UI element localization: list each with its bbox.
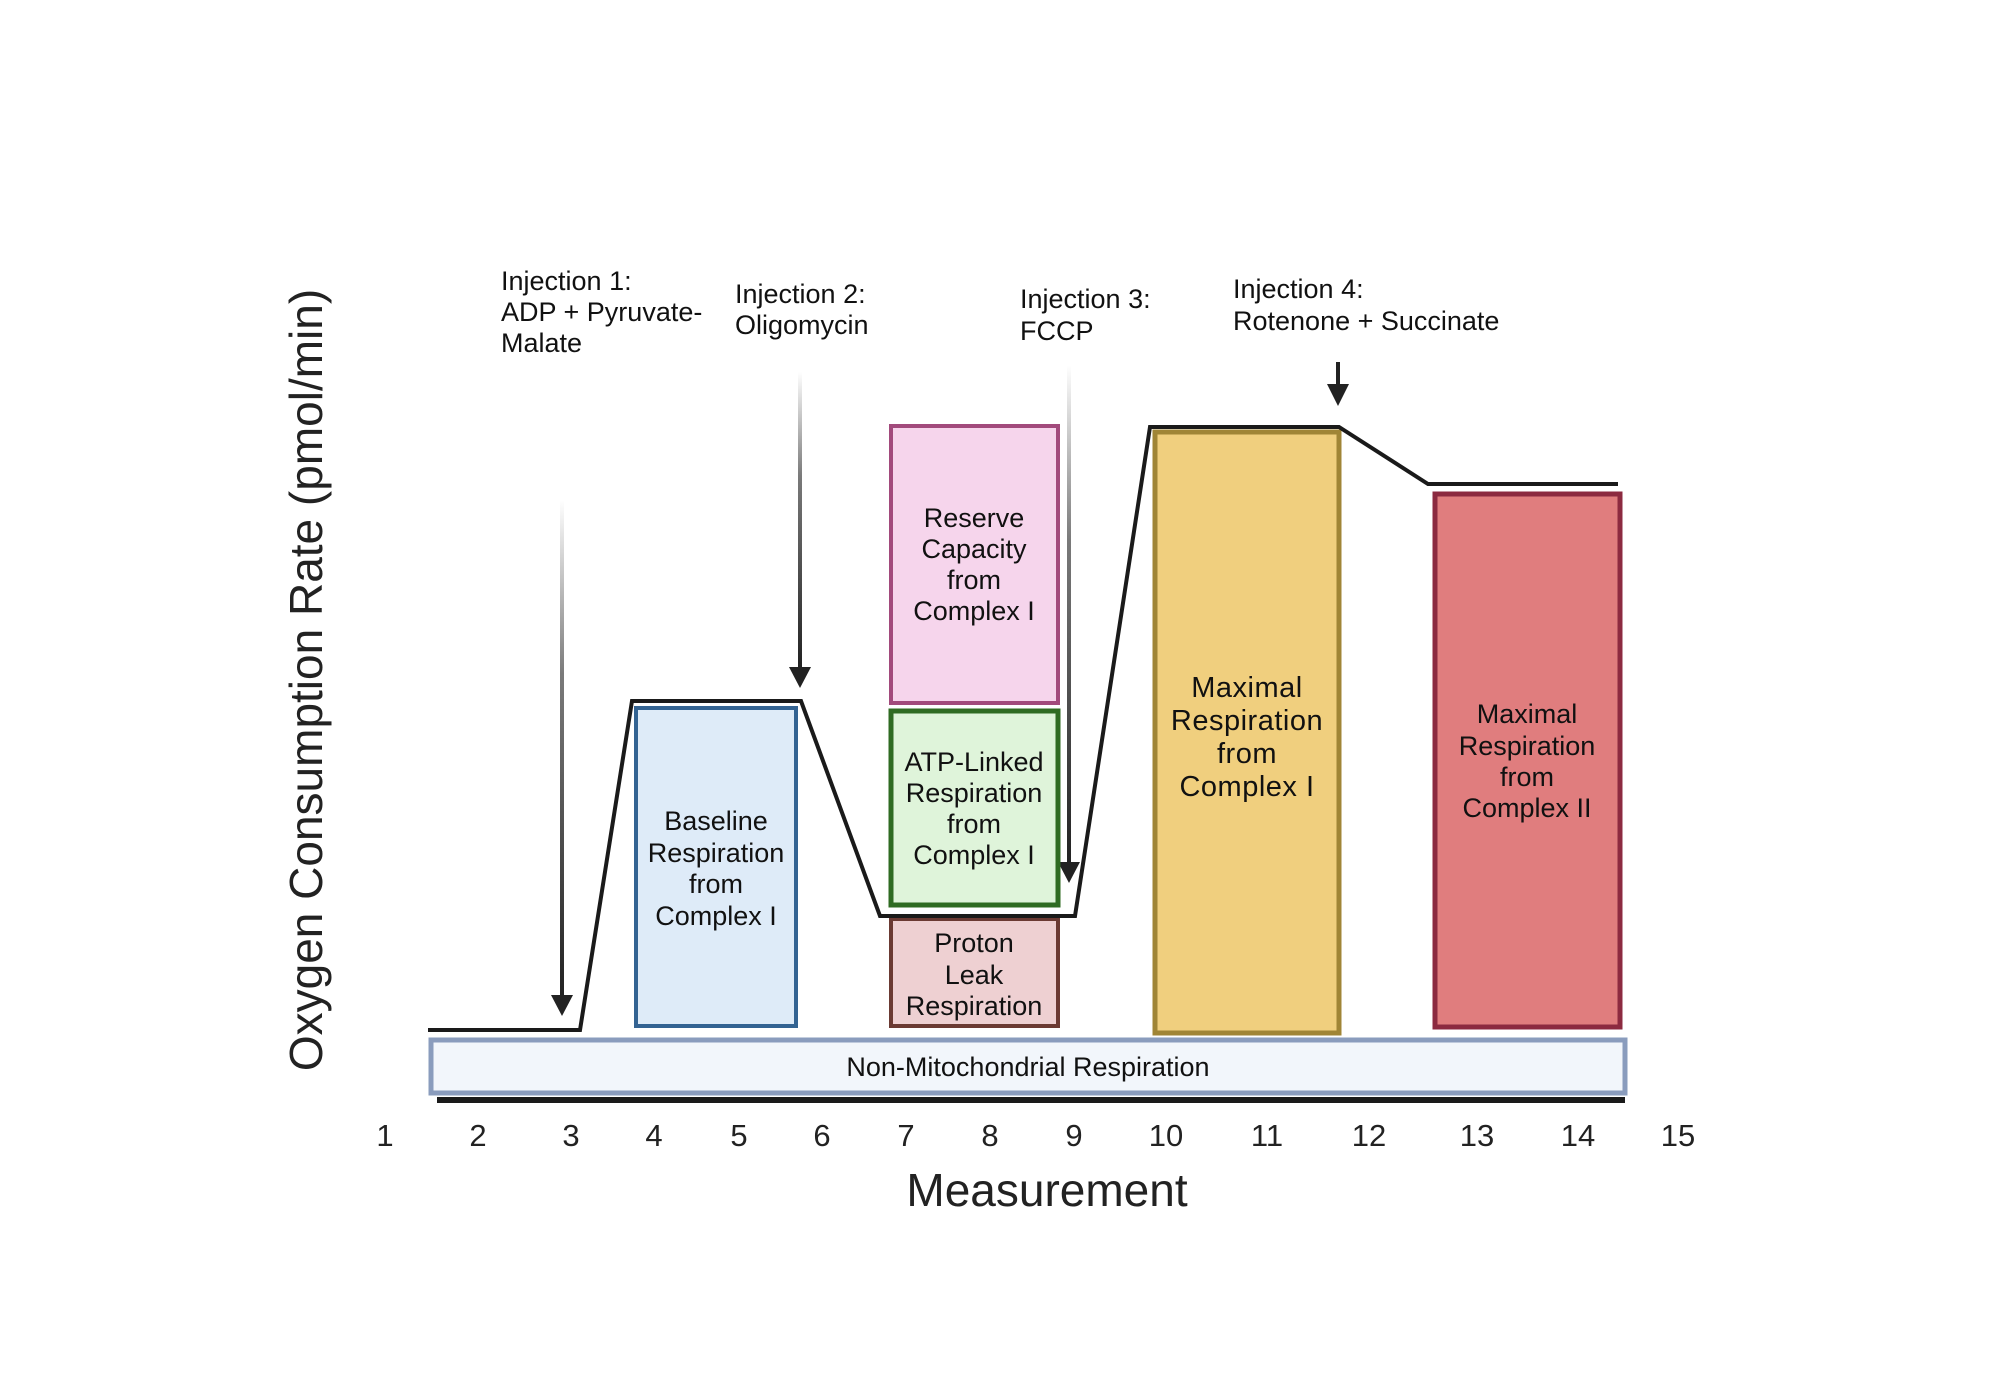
atp-line-4: Complex I	[913, 840, 1035, 870]
injection-4-arrow	[1327, 362, 1349, 406]
max2-line-2: Respiration	[1459, 731, 1596, 761]
injection-2-line-2: Oligomycin	[735, 310, 869, 340]
x-tick-1: 1	[376, 1118, 393, 1153]
max1-line-2: Respiration	[1171, 705, 1323, 737]
injection-3-arrow	[1058, 365, 1080, 883]
max2-line-1: Maximal	[1477, 699, 1578, 729]
non-mito-label: Non-Mitochondrial Respiration	[846, 1052, 1209, 1082]
reserve-line-3: from	[947, 565, 1001, 595]
max1-line-1: Maximal	[1191, 672, 1302, 704]
injection-4-label: Injection 4: Rotenone + Succinate	[1233, 274, 1499, 336]
injection-3-title: Injection 3:	[1020, 284, 1151, 314]
atp-line-3: from	[947, 809, 1001, 839]
x-tick-2: 2	[469, 1118, 486, 1153]
x-tick-8: 8	[981, 1118, 998, 1153]
non-mitochondrial-respiration-box: Non-Mitochondrial Respiration	[428, 1037, 1628, 1096]
x-tick-15: 15	[1661, 1118, 1695, 1153]
atp-line-1: ATP-Linked	[904, 747, 1043, 777]
atp-line-2: Respiration	[906, 778, 1043, 808]
reserve-line-2: Capacity	[921, 534, 1027, 564]
injection-1-arrow	[551, 500, 573, 1016]
proton-line-2: Leak	[945, 960, 1004, 990]
injection-2-label: Injection 2: Oligomycin	[735, 279, 869, 340]
max2-line-4: Complex II	[1462, 793, 1591, 823]
injection-1-label: Injection 1: ADP + Pyruvate- Malate	[501, 266, 702, 358]
proton-leak-box: Proton Leak Respiration	[889, 917, 1060, 1028]
reserve-line-1: Reserve	[924, 503, 1025, 533]
baseline-respiration-box: Baseline Respiration from Complex I	[634, 706, 798, 1028]
proton-line-3: Respiration	[906, 991, 1043, 1021]
baseline-line-4: Complex I	[655, 901, 777, 931]
injection-3-label: Injection 3: FCCP	[1020, 284, 1151, 346]
maximal-respiration-complex-2-box: Maximal Respiration from Complex II	[1432, 491, 1623, 1030]
injection-4-title: Injection 4:	[1233, 274, 1364, 304]
injection-1-title: Injection 1:	[501, 266, 632, 296]
x-tick-4: 4	[645, 1118, 662, 1153]
injection-1-line-3: Malate	[501, 328, 582, 358]
injection-4-line-2: Rotenone + Succinate	[1233, 306, 1499, 336]
max1-line-3: from	[1217, 738, 1277, 770]
ocr-trace-line	[428, 425, 1618, 1032]
injection-1-line-2: ADP + Pyruvate-	[501, 297, 702, 327]
injection-2-title: Injection 2:	[735, 279, 866, 309]
proton-line-1: Proton	[934, 928, 1014, 958]
baseline-line-2: Respiration	[648, 838, 785, 868]
baseline-line-3: from	[689, 869, 743, 899]
maximal-respiration-complex-1-box: Maximal Respiration from Complex I	[1152, 429, 1342, 1036]
x-tick-14: 14	[1561, 1118, 1595, 1153]
reserve-capacity-box: Reserve Capacity from Complex I	[889, 424, 1060, 705]
injection-2-arrow	[789, 372, 811, 688]
max2-line-3: from	[1500, 762, 1554, 792]
reserve-line-4: Complex I	[913, 596, 1035, 626]
x-tick-labels: 1 2 3 4 5 6 7 8 9 10 11 12 13 14 15	[376, 1118, 1695, 1153]
x-tick-11: 11	[1251, 1118, 1283, 1153]
baseline-line-1: Baseline	[664, 806, 768, 836]
y-axis-title: Oxygen Consumption Rate (pmol/min)	[280, 289, 332, 1071]
injection-3-line-2: FCCP	[1020, 316, 1094, 346]
x-tick-5: 5	[730, 1118, 747, 1153]
x-tick-13: 13	[1460, 1118, 1494, 1153]
max1-line-4: Complex I	[1179, 771, 1314, 803]
atp-linked-respiration-box: ATP-Linked Respiration from Complex I	[888, 708, 1061, 908]
x-tick-10: 10	[1149, 1118, 1183, 1153]
x-tick-6: 6	[813, 1118, 830, 1153]
x-tick-7: 7	[897, 1118, 914, 1153]
x-tick-9: 9	[1065, 1118, 1082, 1153]
x-axis-title: Measurement	[906, 1164, 1187, 1216]
x-tick-3: 3	[562, 1118, 579, 1153]
x-tick-12: 12	[1352, 1118, 1386, 1153]
